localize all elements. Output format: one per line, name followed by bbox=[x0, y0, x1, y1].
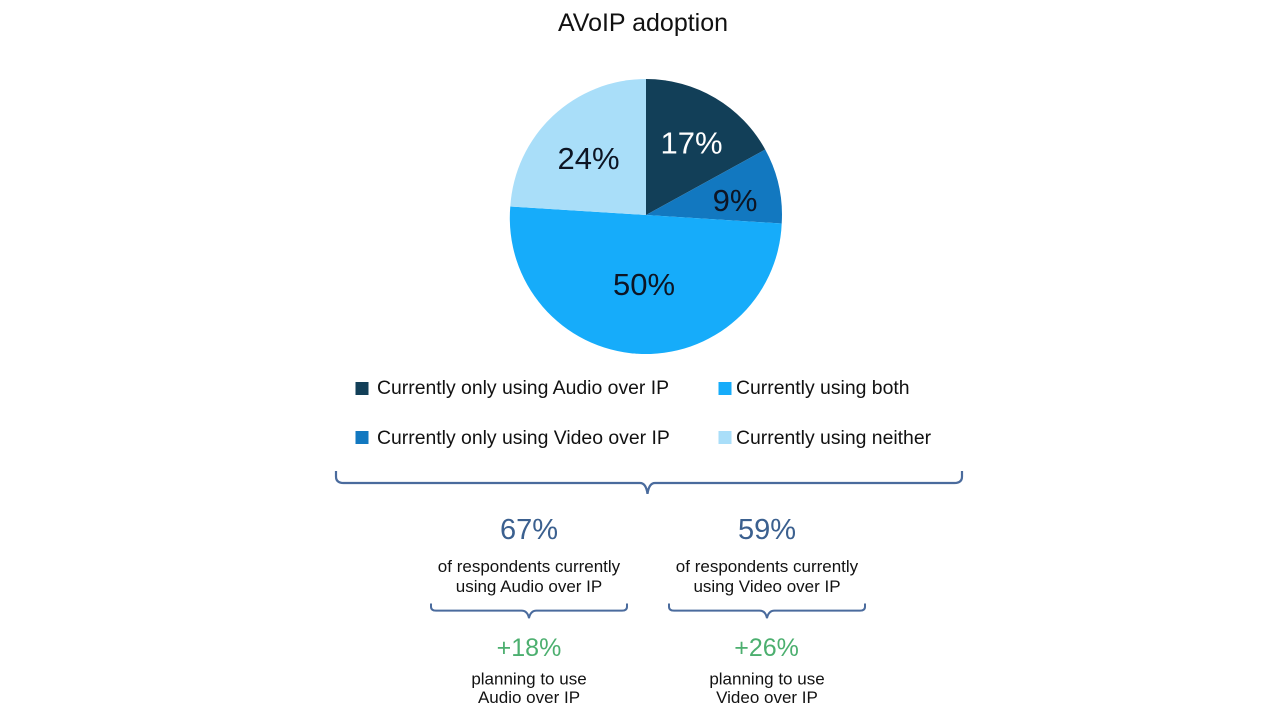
svg-text:planning to use: planning to use bbox=[709, 670, 824, 689]
svg-text:67%: 67% bbox=[500, 514, 558, 546]
svg-text:of respondents currently: of respondents currently bbox=[438, 557, 621, 576]
svg-text:Currently using both: Currently using both bbox=[736, 377, 910, 399]
svg-text:Audio over IP: Audio over IP bbox=[478, 688, 580, 707]
svg-text:planning to use: planning to use bbox=[471, 670, 586, 689]
svg-text:24%: 24% bbox=[557, 141, 619, 176]
svg-text:9%: 9% bbox=[713, 183, 758, 218]
svg-text:AVoIP adoption: AVoIP adoption bbox=[558, 9, 728, 37]
svg-text:Currently using neither: Currently using neither bbox=[736, 427, 932, 449]
svg-text:17%: 17% bbox=[660, 126, 722, 161]
svg-text:Currently only using Video ove: Currently only using Video over IP bbox=[377, 427, 670, 449]
svg-text:+26%: +26% bbox=[734, 634, 799, 662]
svg-text:of respondents currently: of respondents currently bbox=[676, 557, 859, 576]
svg-text:59%: 59% bbox=[738, 514, 796, 546]
svg-text:Currently only using Audio ove: Currently only using Audio over IP bbox=[377, 377, 669, 399]
svg-text:using Audio over IP: using Audio over IP bbox=[456, 577, 602, 596]
svg-text:50%: 50% bbox=[613, 267, 675, 302]
svg-text:+18%: +18% bbox=[497, 634, 562, 662]
svg-text:using Video over IP: using Video over IP bbox=[693, 577, 840, 596]
svg-text:Video over IP: Video over IP bbox=[716, 688, 818, 707]
